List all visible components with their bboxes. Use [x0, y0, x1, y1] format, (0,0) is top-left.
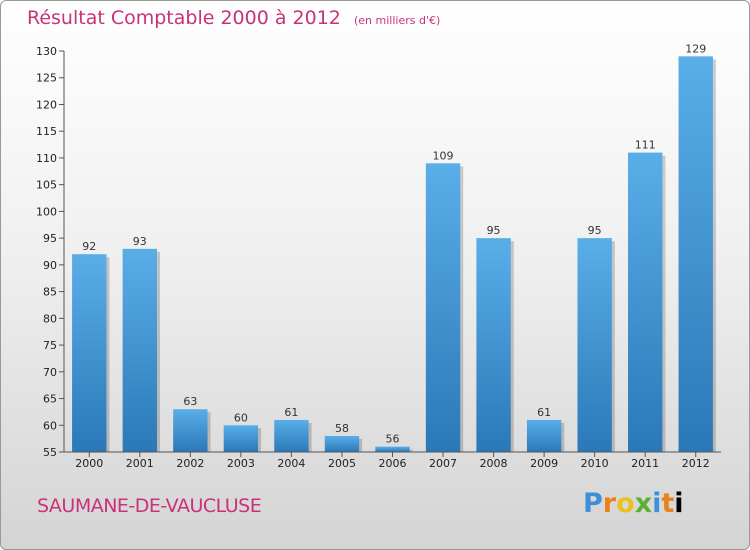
bar-value-label: 58: [335, 422, 349, 435]
y-tick-label: 65: [43, 393, 57, 406]
proxiti-logo: Proxiti: [583, 488, 684, 519]
y-tick-label: 60: [43, 419, 57, 432]
bar-2005: [324, 435, 360, 452]
bar-2008: [476, 238, 511, 452]
bar-value-label: 129: [685, 42, 706, 55]
x-tick-label: 2011: [631, 457, 659, 470]
bar-2007: [425, 163, 461, 452]
x-tick-label: 2010: [581, 457, 609, 470]
y-tick-label: 95: [43, 232, 57, 245]
bar-2010: [577, 238, 612, 452]
y-tick-label: 115: [36, 125, 57, 138]
bar-2001: [122, 248, 157, 452]
x-tick-label: 2001: [126, 457, 154, 470]
bar-2011: [628, 152, 663, 452]
x-tick-label: 2009: [530, 457, 558, 470]
bar-value-label: 60: [234, 411, 248, 424]
bar-value-label: 61: [284, 406, 298, 419]
bar-2006: [375, 446, 410, 452]
y-tick-label: 75: [43, 339, 57, 352]
x-tick-label: 2005: [328, 457, 356, 470]
x-tick-label: 2004: [277, 457, 305, 470]
x-tick-label: 2008: [480, 457, 508, 470]
y-tick-label: 85: [43, 286, 57, 299]
bar-value-label: 92: [82, 240, 96, 253]
x-tick-label: 2003: [227, 457, 255, 470]
bar-2004: [274, 419, 309, 452]
chart-title: Résultat Comptable 2000 à 2012: [27, 7, 341, 29]
y-tick-label: 90: [43, 259, 57, 272]
y-tick-label: 55: [43, 446, 57, 459]
x-tick-label: 2007: [429, 457, 457, 470]
y-tick-label: 100: [36, 205, 57, 218]
bar-2002: [173, 409, 208, 452]
bar-value-label: 111: [635, 139, 656, 152]
y-tick-label: 120: [36, 98, 57, 111]
bar-value-label: 95: [588, 224, 602, 237]
bar-2003: [223, 425, 259, 452]
y-tick-label: 70: [43, 366, 57, 379]
chart-title-block: Résultat Comptable 2000 à 2012 (en milli…: [27, 7, 440, 29]
y-tick-label: 110: [36, 152, 57, 165]
bar-value-label: 61: [537, 406, 551, 419]
bar-value-label: 95: [487, 224, 501, 237]
y-tick-label: 130: [36, 45, 57, 58]
x-tick-label: 2006: [379, 457, 407, 470]
chart-unit-note: (en milliers d'€): [353, 14, 441, 27]
bar-value-label: 56: [386, 433, 400, 446]
x-tick-label: 2000: [75, 457, 103, 470]
bar-2009: [526, 419, 562, 452]
y-tick-label: 125: [36, 72, 57, 85]
location-name: SAUMANE-DE-VAUCLUSE: [37, 495, 262, 517]
x-tick-label: 2012: [682, 457, 710, 470]
bar-2000: [72, 254, 107, 452]
y-tick-label: 105: [36, 179, 57, 192]
bar-value-label: 93: [133, 235, 147, 248]
x-tick-label: 2002: [176, 457, 204, 470]
y-tick-label: 80: [43, 312, 57, 325]
bar-2012: [678, 56, 713, 452]
bar-value-label: 63: [183, 395, 197, 408]
bar-value-label: 109: [433, 149, 454, 162]
